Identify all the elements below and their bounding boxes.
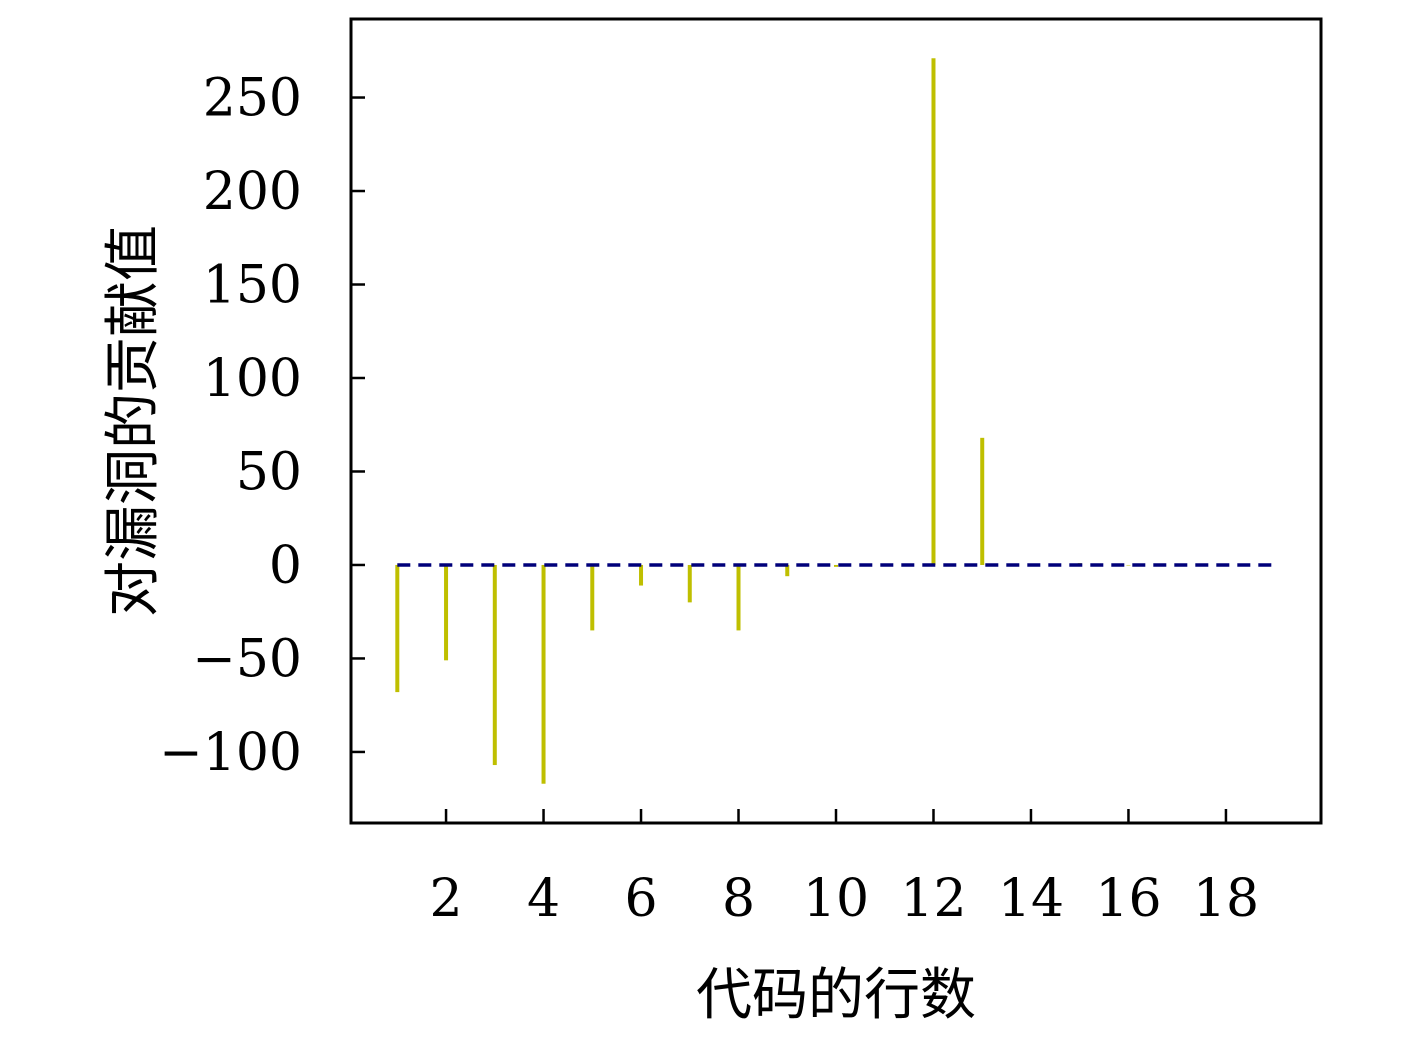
bar-line-5 [590, 564, 595, 631]
y-tick-label--50: −50 [192, 629, 302, 689]
y-tick-label-200: 200 [203, 162, 302, 222]
bar-line-2 [444, 564, 449, 661]
y-tick-label-0: 0 [269, 536, 302, 596]
bar-line-10 [834, 564, 838, 567]
x-tick-label-10: 10 [803, 869, 869, 929]
y-tick-label-250: 250 [203, 69, 302, 129]
bar-line-6 [639, 564, 644, 586]
bar-line-12 [931, 58, 936, 565]
y-tick-label-100: 100 [203, 349, 302, 409]
x-tick-label-18: 18 [1193, 869, 1259, 929]
x-tick-label-8: 8 [722, 869, 755, 929]
y-ticks: −100 −50 0 50 100 150 200 250 [159, 69, 365, 783]
bar-line-1 [395, 564, 400, 693]
bar-line-4 [541, 564, 546, 784]
bar-line-9 [785, 564, 790, 577]
y-axis-label: 对漏洞的贡献值 [101, 225, 166, 617]
y-tick-label-50: 50 [236, 442, 302, 502]
y-tick-label-150: 150 [203, 256, 302, 316]
bars-layer [395, 58, 1228, 784]
bar-line-7 [687, 564, 692, 603]
bar-line-8 [736, 564, 741, 631]
bar-line-3 [492, 564, 497, 766]
x-tick-label-16: 16 [1095, 869, 1161, 929]
bar-line-13 [980, 437, 985, 565]
x-tick-label-6: 6 [624, 869, 657, 929]
x-tick-label-14: 14 [998, 869, 1064, 929]
x-tick-label-2: 2 [430, 869, 463, 929]
x-tick-label-4: 4 [527, 869, 560, 929]
x-ticks: 2 4 6 8 10 12 14 16 18 [430, 809, 1259, 929]
x-axis-label: 代码的行数 [696, 963, 976, 1028]
bar-line-16 [1126, 564, 1131, 566]
y-tick-label--100: −100 [159, 723, 302, 783]
x-tick-label-12: 12 [900, 869, 966, 929]
